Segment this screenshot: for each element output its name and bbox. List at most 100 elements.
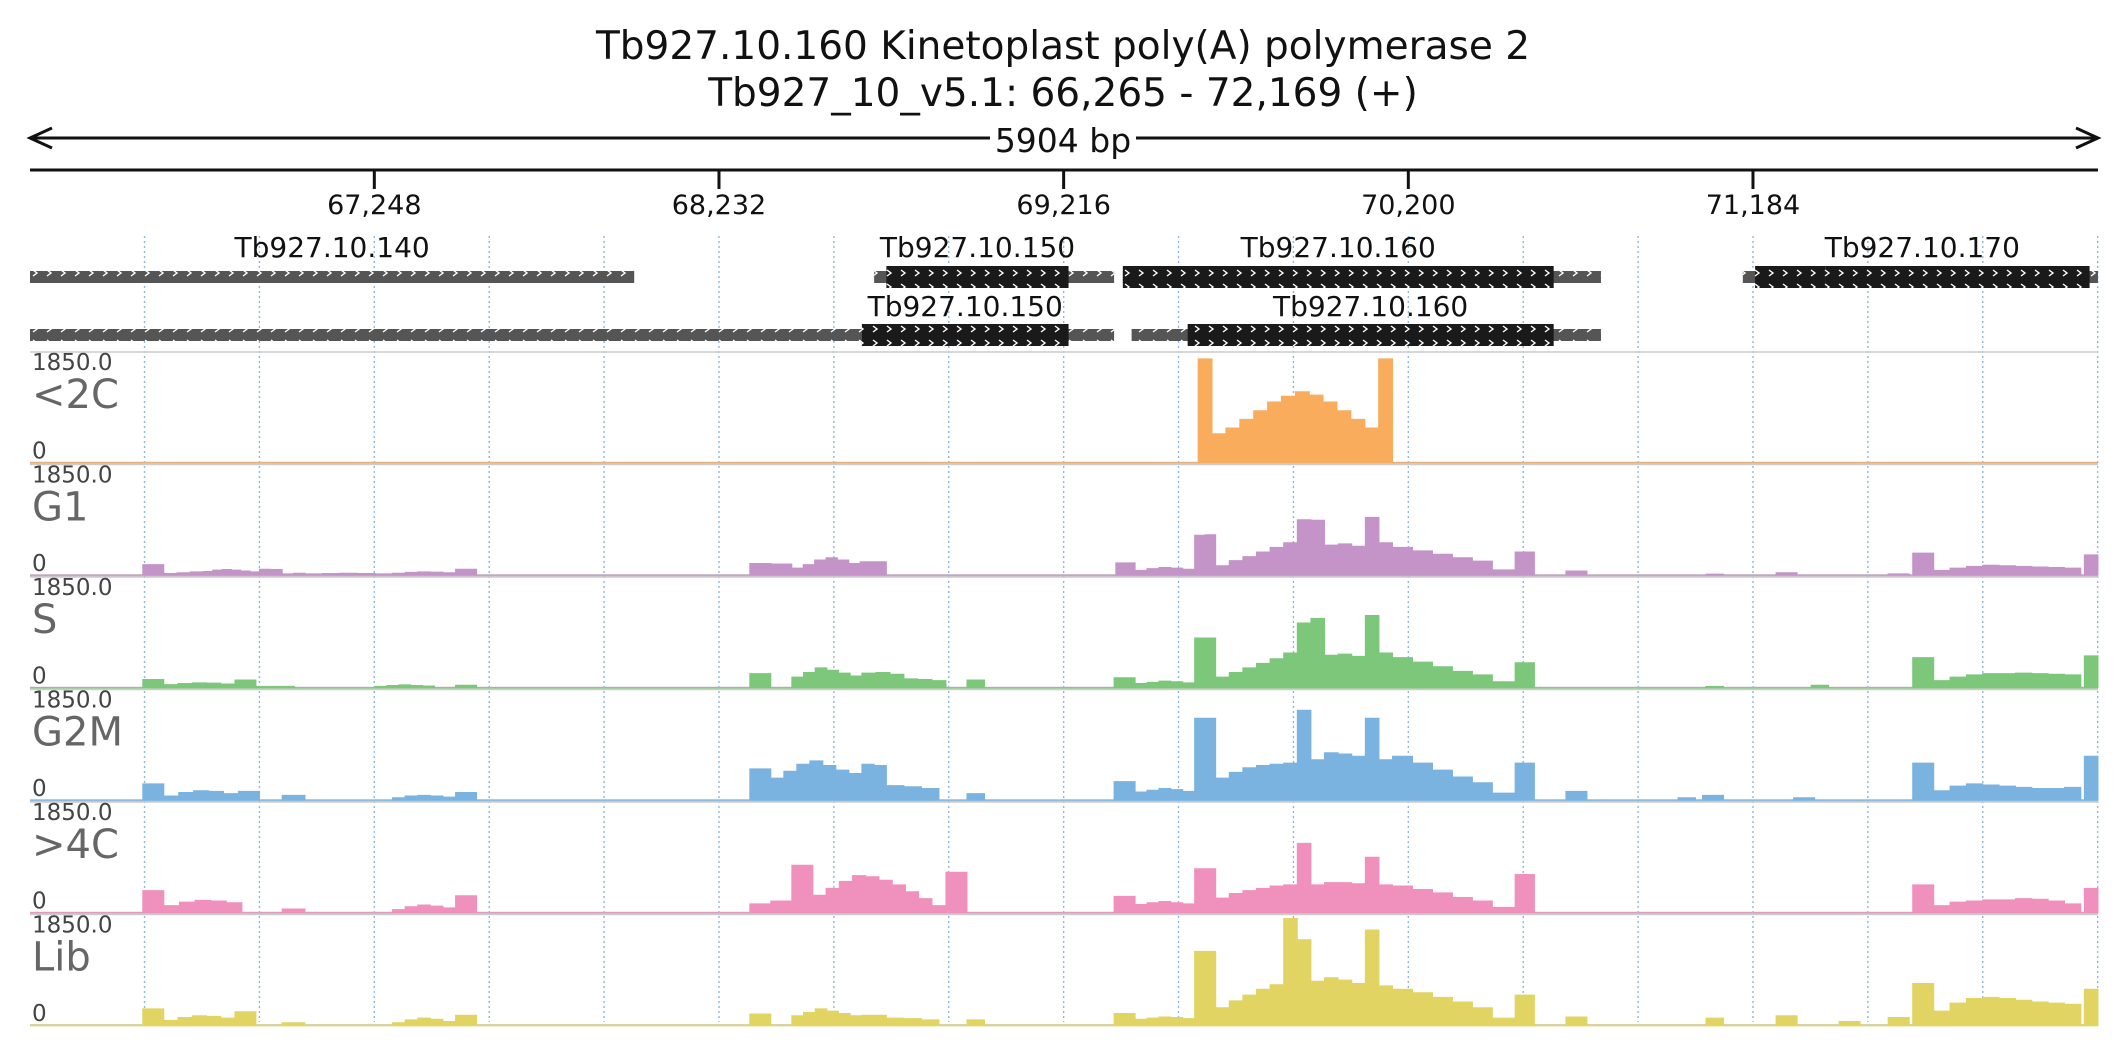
track-ymax-label: 1850.0 xyxy=(32,463,112,489)
axis-tick-label: 67,248 xyxy=(327,190,421,221)
coverage-bar xyxy=(791,864,814,913)
track-name: Lib xyxy=(32,935,91,981)
coverage-bar xyxy=(861,763,887,801)
coverage-bar xyxy=(1215,842,1394,913)
coverage-bar xyxy=(861,672,905,688)
coverage-bar xyxy=(1491,1017,1516,1026)
gene-cds-arrows xyxy=(1122,266,1554,288)
coverage-bar xyxy=(1134,901,1196,913)
coverage-bar xyxy=(1197,358,1394,463)
coverage-bar xyxy=(885,1017,940,1026)
coverage-bar xyxy=(1113,1012,1136,1026)
coverage-bar xyxy=(791,557,861,576)
coverage-bar xyxy=(392,794,457,801)
gene-cds-arrows xyxy=(861,324,1069,346)
coverage-bar xyxy=(770,760,863,801)
coverage-bar xyxy=(2083,755,2099,801)
coverage-bar xyxy=(1491,569,1516,576)
track-2c: 1850.0<2C 0 xyxy=(30,350,2098,465)
coverage-bar xyxy=(234,1011,257,1026)
coverage-bar xyxy=(304,572,394,576)
coverage-bar xyxy=(1113,781,1136,801)
coverage-bar xyxy=(1775,572,1798,576)
coverage-bar xyxy=(1912,552,1935,576)
coverage-bar xyxy=(1677,797,1697,801)
coverage-bar xyxy=(1215,709,1394,801)
axis-tick-label: 69,216 xyxy=(1016,190,1110,221)
coverage-bar xyxy=(1491,792,1516,801)
coverage-bar xyxy=(1912,762,1935,801)
coverage-bar xyxy=(1793,797,1816,801)
coverage-bar xyxy=(1514,551,1535,576)
coverage-bar xyxy=(255,685,295,688)
coverage-bar xyxy=(1113,677,1136,688)
coverage-bar xyxy=(859,561,887,576)
track-ymax-label: 1850.0 xyxy=(32,688,112,714)
coverage-bar xyxy=(163,682,236,688)
gene-cds-arrows xyxy=(1755,266,1826,288)
coverage-bar xyxy=(1194,950,1217,1026)
coordinate-axis: 67,248 68,232 69,216 70,200 71,184 xyxy=(30,168,2098,221)
coverage-bar xyxy=(1215,918,1394,1026)
coverage-bar xyxy=(812,875,933,913)
coverage-bar xyxy=(142,890,165,913)
coverage-bar xyxy=(202,569,260,576)
coverage-bar xyxy=(770,563,793,576)
coverage-bar xyxy=(258,568,283,576)
coverage-bar xyxy=(1392,546,1493,576)
track-ymin-label: 0 xyxy=(32,776,47,802)
coverage-bar xyxy=(281,908,306,913)
axis-tick-label: 68,232 xyxy=(672,190,766,221)
coverage-bar xyxy=(455,568,478,576)
coverage-bar xyxy=(1113,895,1136,913)
coverage-bar xyxy=(749,903,772,913)
span-arrow-right-icon xyxy=(2075,126,2102,150)
coverage-bar xyxy=(281,794,306,801)
coverage-bar xyxy=(1392,755,1493,801)
gene-cds-arrows xyxy=(1187,324,1554,346)
coverage-bar xyxy=(1912,884,1935,913)
coverage-bar xyxy=(1134,567,1196,576)
coverage-bar xyxy=(903,678,947,688)
coverage-bar xyxy=(455,792,478,801)
coverage-bar xyxy=(931,905,947,913)
coverage-bar xyxy=(1115,562,1136,576)
coverage-bar xyxy=(142,783,165,801)
coverage-bar xyxy=(1194,868,1217,913)
coverage-bar xyxy=(1775,1015,1798,1026)
coverage-bar xyxy=(945,871,968,913)
track-name: G2M xyxy=(32,710,123,756)
track-ymax-label: 1850.0 xyxy=(32,575,112,601)
track-ymin-label: 0 xyxy=(32,1001,47,1027)
gene-annotations: Tb927.10.140 Tb927.10.150 Tb927.10.160 Tb92… xyxy=(30,231,2098,346)
chart-title: Tb927.10.160 Kinetoplast poly(A) polymer… xyxy=(595,24,1531,69)
track-name: >4C xyxy=(32,822,119,868)
coverage-bar xyxy=(1194,534,1217,576)
coverage-bar xyxy=(2083,655,2099,688)
coverage-bar xyxy=(791,667,863,688)
coverage-bar xyxy=(237,790,260,801)
gene-label: Tb927.10.140 xyxy=(234,231,430,264)
coverage-bar xyxy=(1491,906,1516,913)
coverage-bar xyxy=(1565,570,1588,576)
coverage-bar xyxy=(1912,657,1935,688)
gene-label: Tb927.10.160 xyxy=(1240,231,1436,264)
gene-strand-arrows xyxy=(30,271,635,283)
coverage-bar xyxy=(1838,1021,1861,1026)
coverage-bar xyxy=(2083,887,2099,913)
coverage-bar xyxy=(142,678,165,688)
coverage-bar xyxy=(2083,988,2099,1026)
track-name: G1 xyxy=(32,485,88,531)
coverage-bar xyxy=(234,679,257,688)
coverage-bar xyxy=(1134,787,1196,801)
coverage-bar xyxy=(1514,662,1535,688)
gene-label: Tb927.10.160 xyxy=(1272,290,1468,323)
coverage-bar xyxy=(455,684,478,688)
coverage-bar xyxy=(1702,794,1725,801)
gene-cds-arrows xyxy=(1825,266,2090,288)
coverage-bar xyxy=(1810,684,1830,688)
coverage-bar xyxy=(885,785,940,801)
coverage-bar xyxy=(1933,564,2082,576)
track-name: S xyxy=(32,597,57,643)
